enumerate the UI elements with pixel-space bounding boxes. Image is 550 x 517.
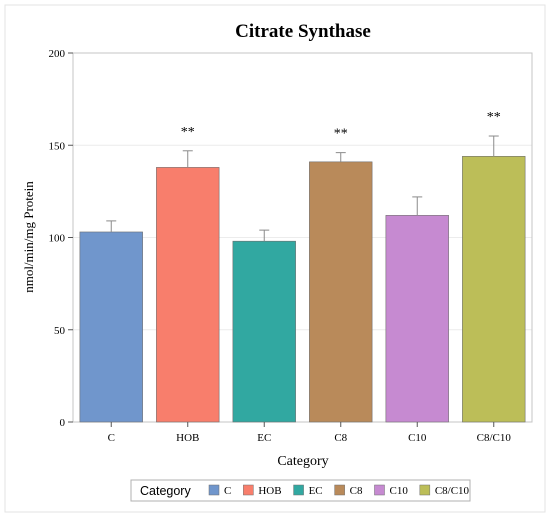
legend-label-ec: EC xyxy=(309,485,323,497)
legend: Category C HOB EC C8 C10 C8/C10 xyxy=(130,479,471,502)
error-bars xyxy=(106,135,499,242)
y-tick-label-0: 0 xyxy=(60,417,66,429)
chart-title: Citrate Synthase xyxy=(235,21,371,42)
significance-c8: ** xyxy=(334,127,348,142)
x-tick-label-c8-c10: C8/C10 xyxy=(477,432,512,444)
bar-ec xyxy=(232,240,296,423)
bar-c10 xyxy=(385,215,449,423)
bar-hob xyxy=(156,167,220,423)
legend-swatch-hob xyxy=(243,484,254,496)
x-tick-label-c10: C10 xyxy=(408,432,427,444)
significance-hob: ** xyxy=(181,125,195,140)
y-tick-label-200: 200 xyxy=(49,48,66,60)
legend-swatch-c xyxy=(208,484,220,496)
y-axis-label: nmol/min/mg Protein xyxy=(21,181,36,293)
bar-c8-c10 xyxy=(462,156,526,423)
bars xyxy=(79,156,526,423)
y-tick-label-100: 100 xyxy=(49,233,66,245)
y-tick-label-150: 150 xyxy=(49,140,66,152)
x-axis-label: Category xyxy=(277,454,328,469)
x-tick-label-ec: EC xyxy=(257,432,271,444)
legend-swatch-c8 xyxy=(334,484,345,496)
y-tick-label-50: 50 xyxy=(54,325,66,337)
x-tick-label-hob: HOB xyxy=(176,432,199,444)
bar-c xyxy=(79,231,143,423)
x-tick-label-c: C xyxy=(108,432,115,444)
legend-swatch-c10 xyxy=(374,484,385,496)
significance-markers: ** ** ** xyxy=(181,110,501,142)
y-axis-ticks: 0 50 100 150 200 xyxy=(49,48,73,429)
legend-title: Category xyxy=(140,484,191,498)
gridlines xyxy=(73,144,532,331)
x-tick-label-c8: C8 xyxy=(334,432,347,444)
legend-swatch-ec xyxy=(293,484,304,496)
legend-label-c: C xyxy=(224,485,231,497)
legend-swatch-c8-c10 xyxy=(419,484,431,496)
legend-label-c8: C8 xyxy=(350,485,363,497)
significance-c8-c10: ** xyxy=(487,110,501,125)
legend-label-hob: HOB xyxy=(258,485,281,497)
bar-c8 xyxy=(309,161,373,423)
legend-label-c8-c10: C8/C10 xyxy=(435,485,470,497)
legend-label-c10: C10 xyxy=(389,485,408,497)
x-axis-ticks: C HOB EC C8 C10 C8/C10 xyxy=(108,422,512,444)
legend-items: C HOB EC C8 C10 C8/C10 xyxy=(208,484,470,497)
